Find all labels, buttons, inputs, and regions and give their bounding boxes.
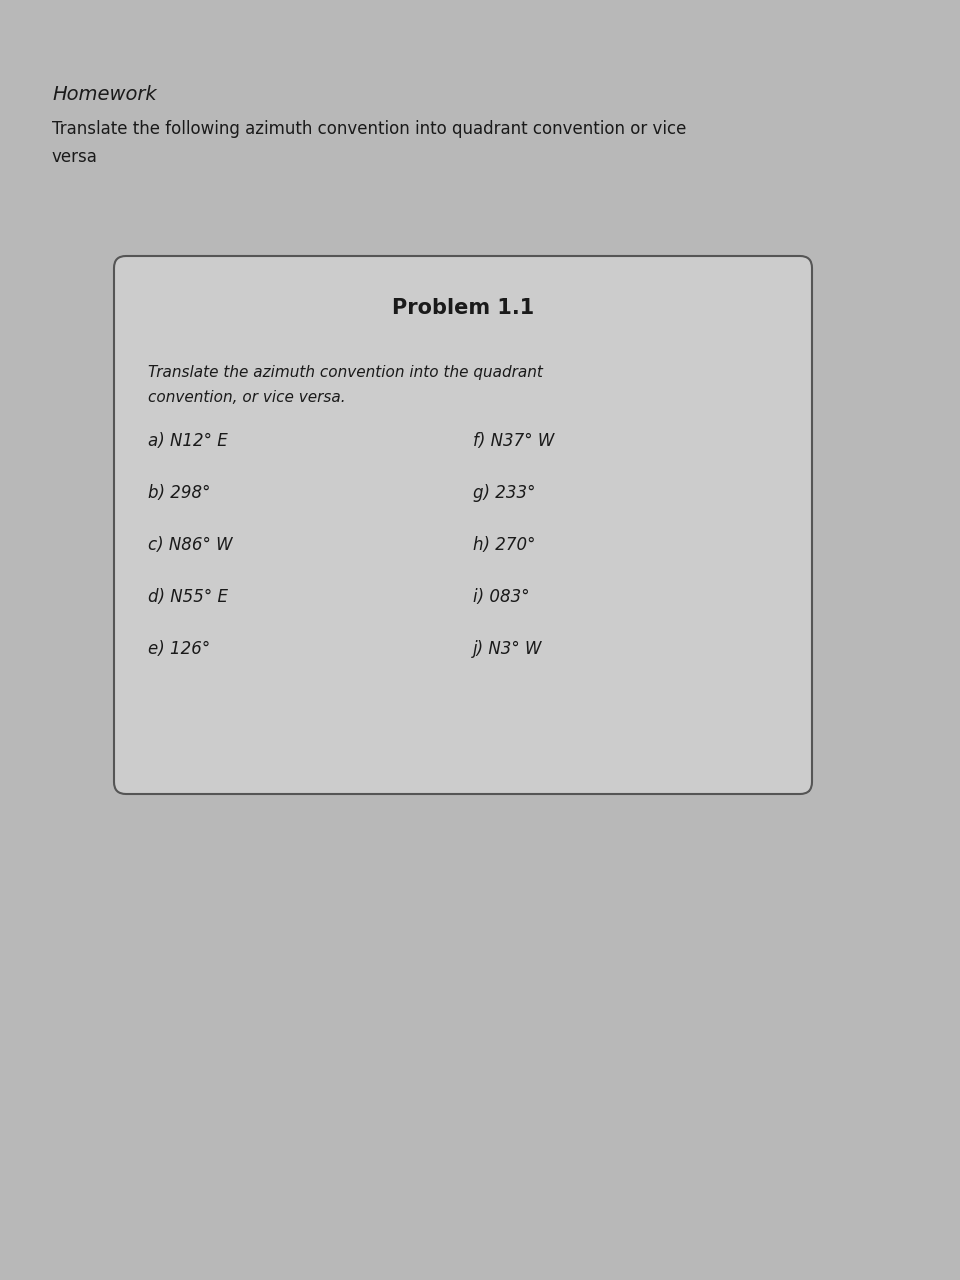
Text: d) N55° E: d) N55° E	[148, 588, 228, 605]
Text: Problem 1.1: Problem 1.1	[392, 298, 534, 317]
Text: a) N12° E: a) N12° E	[148, 431, 228, 451]
Text: Translate the azimuth convention into the quadrant: Translate the azimuth convention into th…	[148, 365, 542, 380]
Text: i) 083°: i) 083°	[473, 588, 530, 605]
Text: b) 298°: b) 298°	[148, 484, 210, 502]
Text: Homework: Homework	[52, 84, 156, 104]
Text: e) 126°: e) 126°	[148, 640, 210, 658]
Text: j) N3° W: j) N3° W	[473, 640, 542, 658]
Bar	[118, 260, 808, 790]
Text: g) 233°: g) 233°	[473, 484, 536, 502]
Text: Translate the following azimuth convention into quadrant convention or vice: Translate the following azimuth conventi…	[52, 120, 686, 138]
FancyBboxPatch shape	[114, 256, 812, 794]
Text: convention, or vice versa.: convention, or vice versa.	[148, 390, 346, 404]
Text: f) N37° W: f) N37° W	[473, 431, 554, 451]
Text: h) 270°: h) 270°	[473, 536, 536, 554]
Text: versa: versa	[52, 148, 98, 166]
Text: c) N86° W: c) N86° W	[148, 536, 232, 554]
